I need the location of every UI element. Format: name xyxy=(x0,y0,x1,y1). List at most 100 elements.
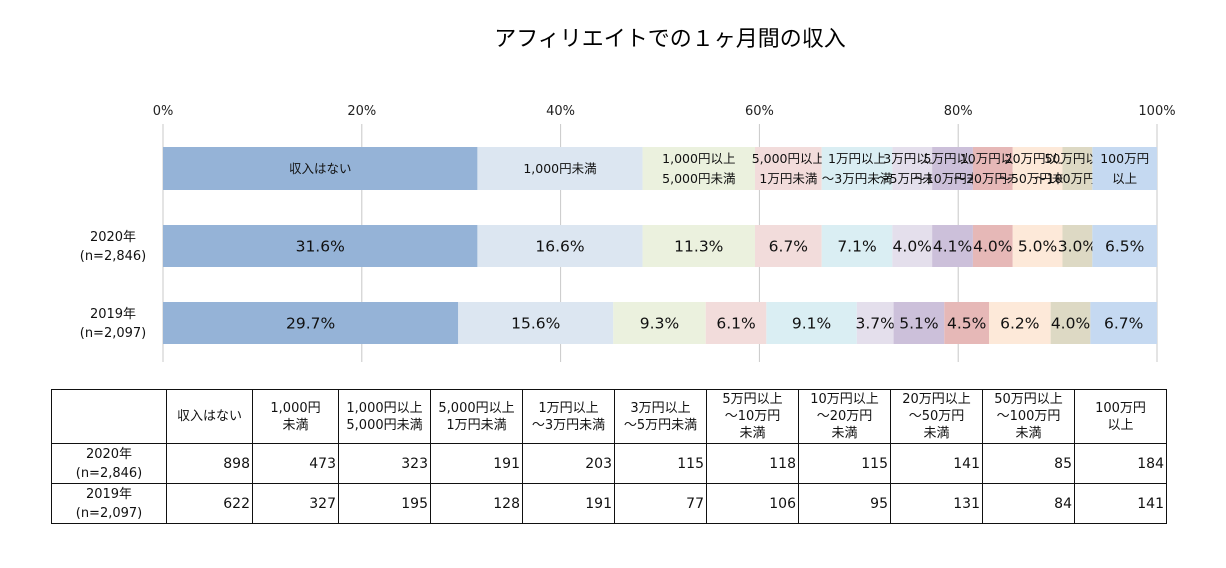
table-header-cell: 100万円 以上 xyxy=(1074,389,1167,444)
legend-swatch xyxy=(972,147,1013,190)
legend-label: 100万円以上 xyxy=(1100,151,1149,186)
x-tick-label: 40% xyxy=(546,104,575,119)
x-tick-label: 20% xyxy=(347,104,376,119)
table-cell: 191 xyxy=(522,483,615,524)
bar-value-label: 5.1% xyxy=(899,315,938,333)
legend-swatch xyxy=(821,147,893,190)
bar-segment xyxy=(856,302,894,344)
table-cell: 622 xyxy=(166,483,253,524)
table-cell: 118 xyxy=(706,443,799,484)
bar-segment xyxy=(705,302,767,344)
bar-value-label: 4.5% xyxy=(947,315,986,333)
table-cell: 473 xyxy=(252,443,339,484)
bar-value-label: 11.3% xyxy=(674,238,723,256)
table-cell: 327 xyxy=(252,483,339,524)
legend-label: 1,000円以上 5,000円未満 xyxy=(662,151,735,186)
bar-segment xyxy=(1050,302,1091,344)
legend-swatch xyxy=(642,147,756,190)
bar-segment xyxy=(613,302,706,344)
legend-swatch xyxy=(1012,147,1063,190)
stacked-bar-chart: アフィリエイトでの１ヶ月間の収入 0% 20% 40% 60% 80% 100% 収入はな… xyxy=(80,27,1176,362)
bar-value-label: 6.2% xyxy=(1000,315,1039,333)
table-row: 2019年 (n=2,097) 622 327 195 128 191 77 106 95 131… xyxy=(51,483,1167,524)
bar-value-label: 6.1% xyxy=(716,315,755,333)
table-header-cell: 1,000円以上 5,000円未満 xyxy=(338,389,431,444)
legend-swatch xyxy=(755,147,822,190)
table-cell: 141 xyxy=(1074,483,1167,524)
table-row: 2020年 (n=2,846) 898 473 323 191 203 115 118 115 1… xyxy=(51,443,1167,484)
bar-value-label: 31.6% xyxy=(296,238,345,256)
bar-segment xyxy=(163,302,459,344)
bar-value-label: 4.0% xyxy=(893,238,932,256)
bar-value-label: 4.0% xyxy=(973,238,1012,256)
table-cell: 77 xyxy=(614,483,707,524)
table-cell: 195 xyxy=(338,483,431,524)
bar-segment xyxy=(944,302,990,344)
bar-segment xyxy=(989,302,1051,344)
legend-swatch xyxy=(1092,147,1157,190)
bar-segment xyxy=(1062,225,1093,267)
bar-value-label: 29.7% xyxy=(286,315,335,333)
bar-segment xyxy=(932,225,973,267)
table-header-cell: 3万円以上 ～5万円未満 xyxy=(614,389,707,444)
x-tick-label: 100% xyxy=(1138,104,1175,119)
table-header-cell: 1,000円 未満 xyxy=(252,389,339,444)
bar-segment xyxy=(458,302,614,344)
bar-value-label: 15.6% xyxy=(511,315,560,333)
legend-label: 1,000円未満 xyxy=(523,161,596,176)
table-corner-cell xyxy=(51,389,167,444)
bar-segment xyxy=(972,225,1013,267)
data-table: 収入はない 1,000円 未満 1,000円以上 5,000円未満 5,000円以上 … xyxy=(51,389,1167,524)
bar-segment xyxy=(766,302,857,344)
bar-value-label: 4.0% xyxy=(1051,315,1090,333)
bar-segment xyxy=(821,225,893,267)
row-label: 2019年(n=2,097) xyxy=(80,307,147,341)
bar-value-label: 3.0% xyxy=(1058,238,1097,256)
table-cell: 106 xyxy=(706,483,799,524)
bar-value-label: 9.1% xyxy=(792,315,831,333)
x-tick-label: 60% xyxy=(745,104,774,119)
legend-swatch xyxy=(163,147,478,190)
bar-value-label: 16.6% xyxy=(535,238,584,256)
table-cell: 191 xyxy=(430,443,523,484)
bar-segment xyxy=(1012,225,1063,267)
bar-segment xyxy=(1092,225,1157,267)
legend-label: 収入はない xyxy=(289,161,352,176)
bar-value-label: 6.7% xyxy=(1104,315,1143,333)
legend-label: 3万円以上～5万円未満 xyxy=(877,151,947,186)
table-cell: 95 xyxy=(798,483,891,524)
table-cell: 84 xyxy=(982,483,1075,524)
bar-segment xyxy=(477,225,643,267)
bar-segment xyxy=(893,302,945,344)
table-header-cell: 5万円以上 ～10万円 未満 xyxy=(706,389,799,444)
bar-segment xyxy=(1090,302,1157,344)
row-label: 2020年(n=2,846) xyxy=(80,230,147,264)
bars: 31.6% 16.6% 11.3% 6.7% 7.1% 4.0% 4.1% 4.0% 5.0% 3… xyxy=(163,225,1157,344)
chart-title: アフィリエイトでの１ヶ月間の収入 xyxy=(494,27,846,52)
table-header-cell: 20万円以上 ～50万円 未満 xyxy=(890,389,983,444)
legend-label: 5,000円以上 1万円未満 xyxy=(752,151,825,186)
x-tick-label: 80% xyxy=(944,104,973,119)
table-cell: 203 xyxy=(522,443,615,484)
legend-label: 1万円以上～3万円未満 xyxy=(822,151,892,186)
legend-swatch xyxy=(892,147,933,190)
bar-value-label: 4.1% xyxy=(933,238,972,256)
legend-swatch xyxy=(932,147,973,190)
bar-value-label: 5.0% xyxy=(1018,238,1057,256)
table-row-label: 2020年 (n=2,846) xyxy=(51,443,167,484)
legend-label: 5万円以上～10万円未満 xyxy=(913,151,991,186)
table-header-row: 収入はない 1,000円 未満 1,000円以上 5,000円未満 5,000円以上 … xyxy=(51,389,1167,444)
bar-value-label: 6.5% xyxy=(1105,238,1144,256)
legend-label: 10万円以上～20万円未満 xyxy=(954,151,1032,186)
table-cell: 131 xyxy=(890,483,983,524)
table-header-cell: 50万円以上 ～100万円 未満 xyxy=(982,389,1075,444)
table-row-label: 2019年 (n=2,097) xyxy=(51,483,167,524)
bar-value-label: 7.1% xyxy=(837,238,876,256)
bar-segment xyxy=(892,225,933,267)
table-cell: 85 xyxy=(982,443,1075,484)
legend-swatch xyxy=(477,147,643,190)
legend-swatch xyxy=(1062,147,1093,190)
table-cell: 323 xyxy=(338,443,431,484)
table-cell: 184 xyxy=(1074,443,1167,484)
table-cell: 115 xyxy=(798,443,891,484)
